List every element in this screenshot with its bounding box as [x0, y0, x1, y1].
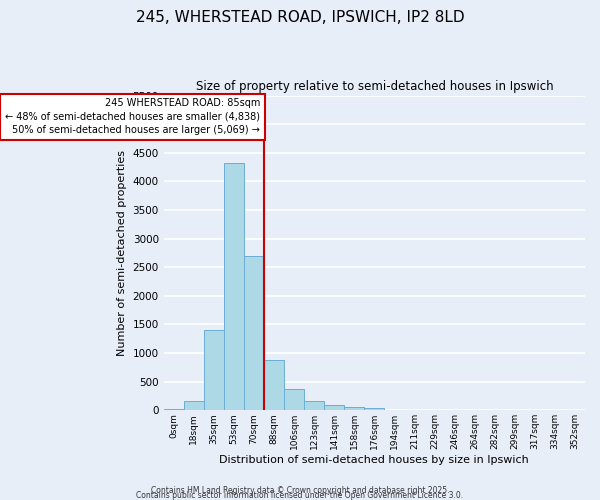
Text: 245, WHERSTEAD ROAD, IPSWICH, IP2 8LD: 245, WHERSTEAD ROAD, IPSWICH, IP2 8LD [136, 10, 464, 25]
Bar [244, 256, 264, 410]
Text: 245 WHERSTEAD ROAD: 85sqm
← 48% of semi-detached houses are smaller (4,838)
50% : 245 WHERSTEAD ROAD: 85sqm ← 48% of semi-… [5, 98, 260, 135]
Title: Size of property relative to semi-detached houses in Ipswich: Size of property relative to semi-detach… [196, 80, 553, 93]
Bar [284, 388, 304, 410]
Bar [184, 402, 204, 410]
Bar [204, 330, 224, 410]
Text: Contains HM Land Registry data © Crown copyright and database right 2025.: Contains HM Land Registry data © Crown c… [151, 486, 449, 495]
Bar [304, 402, 324, 410]
Text: Contains public sector information licensed under the Open Government Licence 3.: Contains public sector information licen… [136, 491, 464, 500]
X-axis label: Distribution of semi-detached houses by size in Ipswich: Distribution of semi-detached houses by … [220, 455, 529, 465]
Bar [164, 409, 184, 410]
Bar [264, 360, 284, 410]
Bar [364, 408, 385, 410]
Bar [224, 163, 244, 410]
Y-axis label: Number of semi-detached properties: Number of semi-detached properties [117, 150, 127, 356]
Bar [344, 407, 364, 410]
Bar [324, 404, 344, 410]
